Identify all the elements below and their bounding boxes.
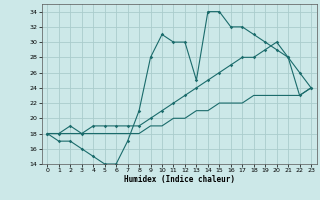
X-axis label: Humidex (Indice chaleur): Humidex (Indice chaleur) [124, 175, 235, 184]
